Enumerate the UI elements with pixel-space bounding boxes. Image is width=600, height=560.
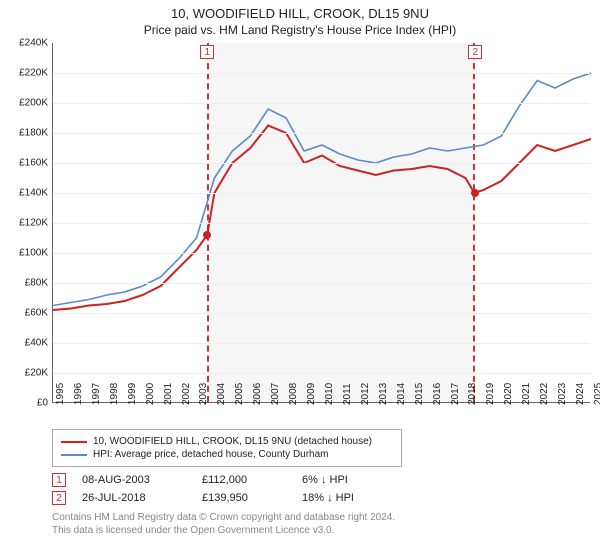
x-tick-label: 2022 [539,383,550,405]
marker-box-2: 2 [468,45,482,59]
y-tick-label: £200K [19,98,48,109]
chart-subtitle: Price paid vs. HM Land Registry's House … [10,23,590,37]
gridline [53,343,590,344]
sales-list: 1 08-AUG-2003£112,0006% ↓ HPI 2 26-JUL-2018… [52,473,590,505]
gridline [53,313,590,314]
sale-point-2 [471,189,479,197]
sale-diff: 6% ↓ HPI [302,474,422,486]
gridline [53,163,590,164]
sale-price: £139,950 [202,492,302,504]
marker-box-1: 1 [200,45,214,59]
x-tick-label: 2021 [521,383,532,405]
gridline [53,103,590,104]
x-tick-label: 2010 [324,383,335,405]
x-tick-label: 2014 [396,383,407,405]
y-tick-label: £220K [19,68,48,79]
x-tick-label: 2005 [234,383,245,405]
y-tick-label: £80K [25,278,48,289]
x-tick-label: 2004 [216,383,227,405]
x-tick-label: 2025 [593,383,600,405]
x-tick-label: 2007 [270,383,281,405]
gridline [53,223,590,224]
x-tick-label: 2024 [575,383,586,405]
gridline [53,73,590,74]
sale-date: 08-AUG-2003 [82,474,202,486]
x-tick-label: 1995 [55,383,66,405]
chart-area: £0 £20K £40K £60K £80K £100K £120K £140K £160K £1… [10,43,590,423]
y-tick-label: £20K [25,368,48,379]
y-tick-label: £0 [37,398,48,409]
x-tick-label: 1998 [109,383,120,405]
x-tick-label: 1996 [73,383,84,405]
gridline [53,373,590,374]
footer-line-1: Contains HM Land Registry data © Crown c… [52,511,590,524]
gridline [53,193,590,194]
x-tick-label: 2006 [252,383,263,405]
legend-swatch [61,441,87,443]
x-tick-label: 2020 [503,383,514,405]
chart-container: 10, WOODIFIELD HILL, CROOK, DL15 9NU Pri… [0,0,600,560]
y-axis: £0 £20K £40K £60K £80K £100K £120K £140K £160K £1… [10,43,52,423]
x-tick-label: 2003 [198,383,209,405]
sale-row: 1 08-AUG-2003£112,0006% ↓ HPI [52,473,590,487]
x-tick-label: 1999 [127,383,138,405]
footer-line-2: This data is licensed under the Open Gov… [52,524,590,537]
gridline [53,283,590,284]
x-axis: 1995199619971998199920002001200220032004… [52,403,590,423]
series-hpi [53,73,591,306]
sale-row: 2 26-JUL-2018£139,95018% ↓ HPI [52,491,590,505]
x-tick-label: 2019 [485,383,496,405]
x-tick-label: 2001 [163,383,174,405]
sale-price: £112,000 [202,474,302,486]
legend-item: HPI: Average price, detached house, Coun… [61,449,393,460]
legend-item: 10, WOODIFIELD HILL, CROOK, DL15 9NU (de… [61,436,393,447]
y-tick-label: £140K [19,188,48,199]
legend: 10, WOODIFIELD HILL, CROOK, DL15 9NU (de… [52,429,402,467]
y-tick-label: £60K [25,308,48,319]
x-tick-label: 2000 [145,383,156,405]
x-tick-label: 2012 [360,383,371,405]
sale-marker: 2 [52,491,66,505]
footer-text: Contains HM Land Registry data © Crown c… [52,511,590,537]
gridline [53,253,590,254]
x-tick-label: 2013 [378,383,389,405]
y-tick-label: £120K [19,218,48,229]
y-tick-label: £40K [25,338,48,349]
sale-point-1 [203,231,211,239]
chart-title: 10, WOODIFIELD HILL, CROOK, DL15 9NU [10,6,590,21]
x-tick-label: 2016 [432,383,443,405]
sale-marker: 1 [52,473,66,487]
x-tick-label: 2008 [288,383,299,405]
legend-label: 10, WOODIFIELD HILL, CROOK, DL15 9NU (de… [93,436,372,447]
x-tick-label: 2018 [467,383,478,405]
y-tick-label: £240K [19,38,48,49]
sale-date: 26-JUL-2018 [82,492,202,504]
x-tick-label: 1997 [91,383,102,405]
y-tick-label: £180K [19,128,48,139]
sale-diff: 18% ↓ HPI [302,492,422,504]
legend-swatch [61,454,87,456]
y-tick-label: £100K [19,248,48,259]
gridline [53,133,590,134]
x-tick-label: 2015 [414,383,425,405]
x-tick-label: 2017 [450,383,461,405]
x-tick-label: 2009 [306,383,317,405]
y-tick-label: £160K [19,158,48,169]
x-tick-label: 2023 [557,383,568,405]
x-tick-label: 2011 [342,383,353,405]
legend-label: HPI: Average price, detached house, Coun… [93,449,329,460]
plot-area: 12 [52,43,590,403]
x-tick-label: 2002 [181,383,192,405]
